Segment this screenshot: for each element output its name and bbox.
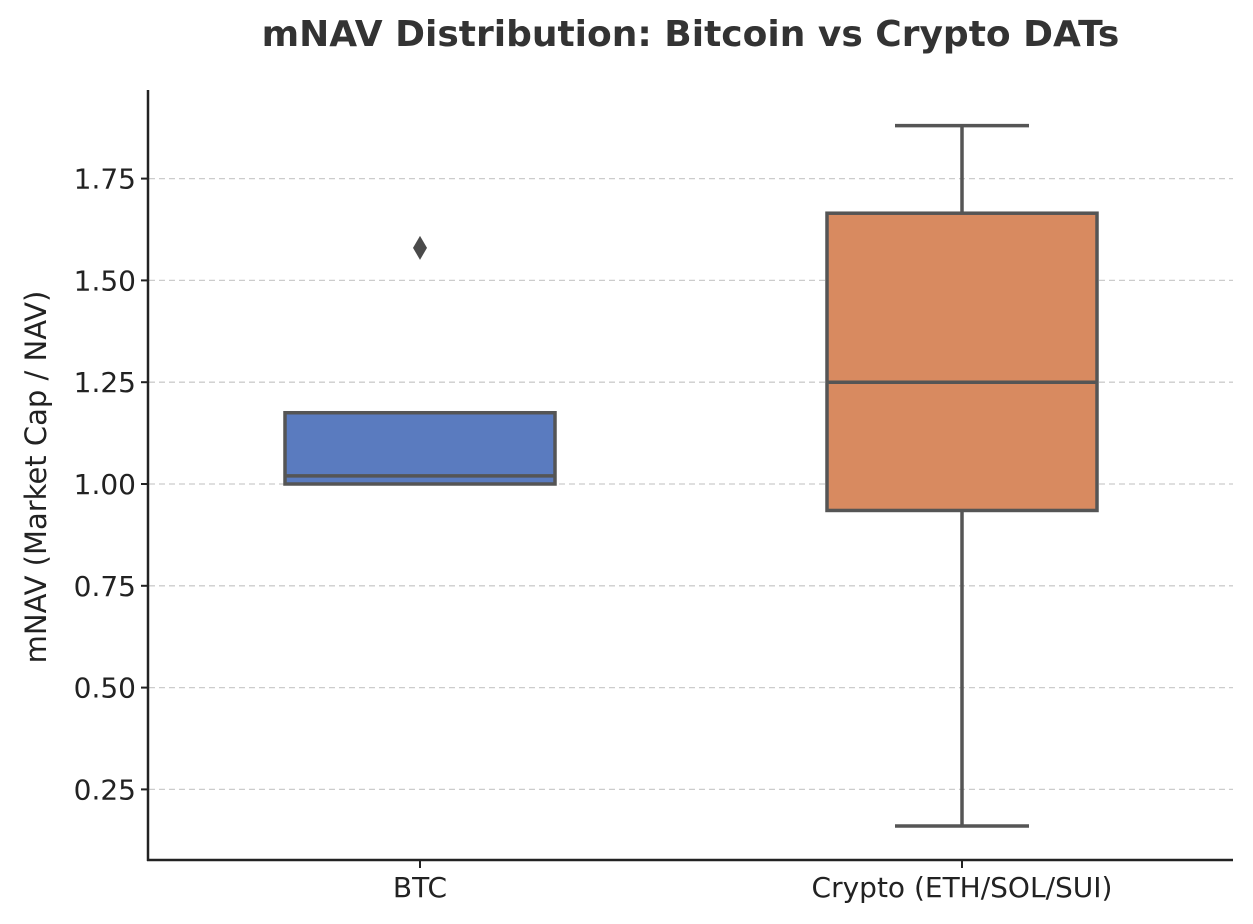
- iqr-box: [283, 410, 557, 486]
- x-tick-label: Crypto (ETH/SOL/SUI): [812, 871, 1113, 904]
- box-crypto: [825, 123, 1099, 828]
- y-tick-label: 1.00: [74, 468, 136, 501]
- x-ticks: BTC Crypto (ETH/SOL/SUI): [393, 860, 1113, 904]
- box-btc: [283, 235, 557, 486]
- x-tick-label: BTC: [393, 871, 447, 904]
- boxes: [283, 123, 1099, 828]
- y-axis-label: mNAV (Market Cap / NAV): [19, 291, 53, 664]
- chart-title: mNAV Distribution: Bitcoin vs Crypto DAT…: [261, 14, 1120, 55]
- y-ticks: 0.25 0.50 0.75 1.00 1.25 1.50 1.75: [74, 163, 148, 806]
- iqr-box: [825, 211, 1099, 513]
- axes: [146, 90, 1233, 862]
- y-tick-label: 0.75: [74, 570, 136, 603]
- outlier-marker: [413, 235, 427, 260]
- y-tick-label: 0.50: [74, 672, 136, 705]
- y-tick-label: 1.25: [74, 366, 136, 399]
- y-tick-label: 1.50: [74, 264, 136, 297]
- y-tick-label: 1.75: [74, 163, 136, 196]
- y-tick-label: 0.25: [74, 773, 136, 806]
